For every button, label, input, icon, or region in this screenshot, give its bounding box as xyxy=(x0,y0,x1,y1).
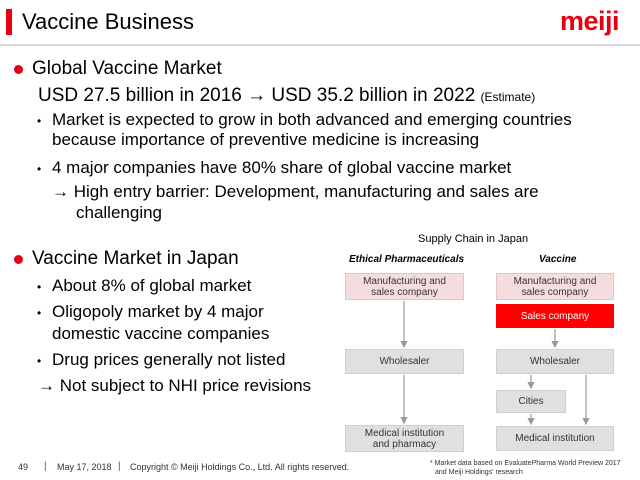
box-label: Wholesaler xyxy=(529,356,581,367)
footer-separator: | xyxy=(44,461,47,472)
bullet-icon: • xyxy=(37,354,42,368)
ethical-wholesaler-box: Wholesaler xyxy=(345,349,464,374)
page-title: Vaccine Business xyxy=(22,9,195,34)
bullet-icon: • xyxy=(37,306,42,320)
japan-heading: Vaccine Market in Japan xyxy=(32,248,239,269)
vaccine-cities-box: Cities xyxy=(496,390,566,413)
global-market-size: USD 27.5 billion in 2016 → USD 35.2 bill… xyxy=(38,85,535,108)
vaccine-manufacturing-box: Manufacturing and sales company xyxy=(496,273,614,300)
meiji-logo: meiji xyxy=(560,6,620,36)
bullet-icon: • xyxy=(37,114,42,128)
box-label: sales company xyxy=(521,286,589,298)
vaccine-wholesaler-box: Wholesaler xyxy=(496,349,614,374)
bullet-dot-icon xyxy=(14,255,23,264)
box-label: Medical institution xyxy=(364,427,445,439)
japan-bullet-3: Drug prices generally not listed xyxy=(52,350,286,369)
box-label: Cities xyxy=(518,396,544,407)
diagram-caption: Supply Chain in Japan xyxy=(418,233,529,245)
footnote-line-2: and Meiji Holdings' research xyxy=(435,469,523,476)
box-label: Manufacturing and xyxy=(363,275,446,287)
footer-date: May 17, 2018 xyxy=(57,462,112,472)
ethical-medical-box: Medical institution and pharmacy xyxy=(345,425,464,452)
market-size-text: USD 27.5 billion in 2016 → USD 35.2 bill… xyxy=(38,85,476,106)
ethical-manufacturing-box: Manufacturing and sales company xyxy=(345,273,464,300)
header-divider xyxy=(0,44,640,46)
global-bullet-1: Market is expected to grow in both advan… xyxy=(52,110,572,149)
japan-arrow-line: → Not subject to NHI price revisions xyxy=(38,376,312,395)
japan-bullet-2: Oligopoly market by 4 major xyxy=(52,302,264,321)
global-heading: Global Vaccine Market xyxy=(32,58,222,79)
japan-bullet-2-cont: domestic vaccine companies xyxy=(52,324,270,343)
estimate-note: (Estimate) xyxy=(480,90,536,104)
bullet-dot-icon xyxy=(14,65,23,74)
japan-bullet-1: About 8% of global market xyxy=(52,276,252,295)
column-heading-vaccine: Vaccine xyxy=(539,254,577,265)
title-accent-bar xyxy=(6,9,12,35)
column-heading-ethical: Ethical Pharmaceuticals xyxy=(349,254,465,265)
bullet-icon: • xyxy=(37,280,42,294)
footer-separator: | xyxy=(118,461,121,472)
box-label: sales company xyxy=(371,286,438,298)
box-label: Medical institution xyxy=(515,433,595,444)
global-arrow-line-2: challenging xyxy=(76,203,163,222)
box-label: Sales company xyxy=(520,310,590,322)
box-label: Manufacturing and xyxy=(513,275,597,287)
global-arrow-line-1: → High entry barrier: Development, manuf… xyxy=(52,182,539,201)
bullet-icon: • xyxy=(37,162,42,176)
vaccine-medical-box: Medical institution xyxy=(496,426,614,451)
footnote-line-1: * Market data based on EvaluatePharma Wo… xyxy=(430,460,621,467)
page-number: 49 xyxy=(18,462,29,472)
box-label: Wholesaler xyxy=(379,356,430,367)
footer-copyright: Copyright © Meiji Holdings Co., Ltd. All… xyxy=(130,462,350,472)
box-label: and pharmacy xyxy=(372,438,437,450)
global-bullet-2: 4 major companies have 80% share of glob… xyxy=(52,158,512,177)
vaccine-sales-company-box: Sales company xyxy=(496,304,614,328)
